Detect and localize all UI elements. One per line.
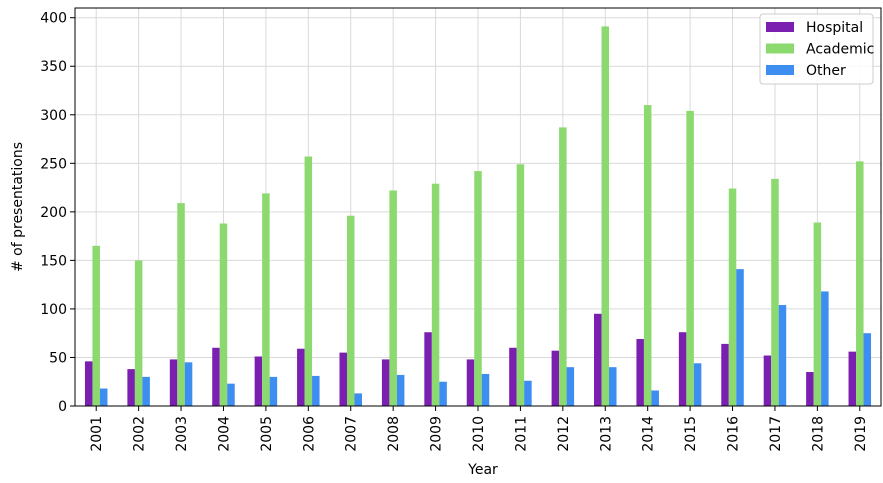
bar-hospital <box>212 347 220 406</box>
bar-academic <box>516 164 525 406</box>
bar-hospital <box>297 348 305 406</box>
bar-academic <box>304 156 313 406</box>
bar-academic <box>771 178 779 406</box>
y-tick-label: 150 <box>40 253 67 269</box>
bar-other <box>609 367 617 406</box>
y-tick-label: 100 <box>40 302 67 318</box>
bar-other <box>99 388 108 406</box>
bar-academic <box>177 203 185 406</box>
bar-academic <box>134 260 143 406</box>
bar-other <box>566 367 575 406</box>
bar-other <box>396 374 405 406</box>
x-tick-label: 2001 <box>89 416 105 452</box>
y-tick-label: 200 <box>40 205 67 221</box>
x-tick-label: 2009 <box>429 416 445 452</box>
bar-hospital <box>594 313 602 406</box>
bar-academic <box>346 215 355 406</box>
bar-hospital <box>84 361 93 406</box>
x-tick-label: 2013 <box>598 416 614 452</box>
x-tick-label: 2003 <box>174 416 190 452</box>
x-tick-label: 2014 <box>641 416 657 452</box>
bar-hospital <box>678 332 687 406</box>
bar-other <box>651 390 659 406</box>
x-tick-label: 2005 <box>259 416 275 452</box>
legend-label-other: Other <box>806 63 846 79</box>
bar-other <box>524 380 532 406</box>
x-axis-label: Year <box>467 462 498 478</box>
bar-hospital <box>721 343 729 406</box>
x-tick-label: 2002 <box>132 416 148 452</box>
bar-other <box>142 376 150 406</box>
y-tick-label: 350 <box>40 59 67 75</box>
bar-academic <box>686 110 694 407</box>
bar-other <box>481 373 490 406</box>
x-tick-label: 2004 <box>216 416 232 452</box>
x-tick-label: 2015 <box>683 416 699 452</box>
x-tick-label: 2017 <box>768 416 784 452</box>
bar-hospital <box>763 355 772 406</box>
bar-other <box>693 363 702 406</box>
legend-label-academic: Academic <box>806 42 874 58</box>
bar-hospital <box>466 359 475 406</box>
bar-other <box>269 376 278 406</box>
bar-other <box>821 291 829 406</box>
bar-hospital <box>169 359 178 406</box>
bar-academic <box>431 183 440 406</box>
bar-hospital <box>551 350 560 406</box>
bar-academic <box>601 26 610 406</box>
bars <box>84 26 872 407</box>
x-tick-label: 2018 <box>810 416 826 452</box>
bar-academic <box>474 171 482 406</box>
bar-academic <box>643 105 652 406</box>
x-tick-label: 2011 <box>513 416 529 452</box>
bar-academic <box>92 245 100 406</box>
bar-academic <box>262 193 270 406</box>
legend-label-hospital: Hospital <box>806 20 863 36</box>
y-tick-label: 250 <box>40 156 67 172</box>
bar-academic <box>813 222 822 406</box>
bar-academic <box>219 223 228 406</box>
x-tick-label: 2016 <box>726 416 742 452</box>
x-tick-label: 2007 <box>344 416 360 452</box>
bar-other <box>354 393 362 406</box>
bar-hospital <box>424 332 432 406</box>
bar-hospital <box>636 339 644 406</box>
axes: 0 50 100 150 200 250 300 350 400 2001 2002 2003 2004… <box>40 7 882 452</box>
legend: Hospital Academic Other <box>759 13 874 85</box>
bar-other <box>184 362 193 406</box>
bar-academic <box>728 188 737 406</box>
y-axis-label: # of presentations <box>10 142 26 272</box>
x-tick-label: 2006 <box>301 416 317 452</box>
bar-hospital <box>381 359 390 406</box>
bar-other <box>736 269 744 406</box>
bar-academic <box>389 190 397 406</box>
x-tick-label: 2010 <box>471 416 487 452</box>
bar-hospital <box>848 351 857 406</box>
legend-swatch-academic <box>766 43 794 54</box>
y-tick-label: 300 <box>40 108 67 124</box>
x-tick-label: 2008 <box>386 416 402 452</box>
bar-hospital <box>509 347 517 406</box>
bar-other <box>439 381 447 406</box>
bar-other <box>778 305 787 406</box>
plot-frame <box>74 7 882 407</box>
bar-other <box>227 383 235 406</box>
y-tick-label: 400 <box>40 11 67 27</box>
y-tick-label: 50 <box>49 350 67 366</box>
bar-academic <box>559 127 567 407</box>
bar-hospital <box>806 372 814 406</box>
x-tick-label: 2019 <box>853 416 869 452</box>
bar-hospital <box>254 356 263 406</box>
legend-swatch-other <box>766 65 794 75</box>
bar-other <box>863 333 872 406</box>
bar-other <box>312 375 320 406</box>
bar-hospital <box>339 352 347 406</box>
bar-academic <box>856 161 864 406</box>
x-tick-label: 2012 <box>556 416 572 452</box>
legend-swatch-hospital <box>766 22 794 32</box>
y-tick-label: 0 <box>58 399 67 415</box>
bar-hospital <box>127 369 135 406</box>
